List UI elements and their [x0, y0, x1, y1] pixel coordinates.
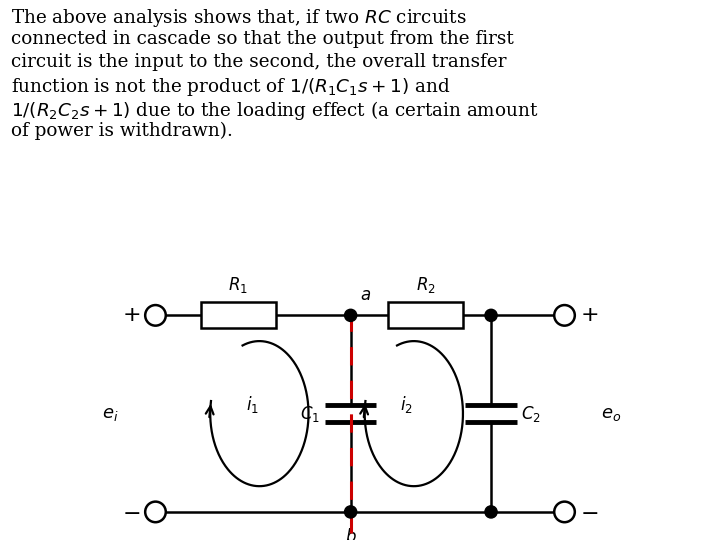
Text: $C_2$: $C_2$ — [521, 403, 541, 424]
Circle shape — [345, 309, 356, 321]
Text: of power is withdrawn).: of power is withdrawn). — [11, 122, 233, 140]
Bar — [201, 302, 276, 328]
Text: $-$: $-$ — [122, 501, 140, 523]
Text: $e_i$: $e_i$ — [102, 404, 119, 423]
Text: $e_o$: $e_o$ — [601, 404, 621, 423]
Text: $+$: $+$ — [580, 305, 598, 326]
Text: $i_1$: $i_1$ — [246, 394, 259, 415]
Text: connected in cascade so that the output from the first: connected in cascade so that the output … — [11, 30, 513, 48]
Text: $R_1$: $R_1$ — [228, 275, 248, 295]
Circle shape — [145, 502, 166, 522]
Text: $-$: $-$ — [580, 501, 598, 523]
Text: $a$: $a$ — [360, 287, 371, 303]
Text: $R_2$: $R_2$ — [415, 275, 436, 295]
Text: $+$: $+$ — [122, 305, 140, 326]
Circle shape — [554, 305, 575, 326]
Text: $1/(R_2C_2s+1)$ due to the loading effect (a certain amount: $1/(R_2C_2s+1)$ due to the loading effec… — [11, 99, 538, 122]
Bar — [388, 302, 463, 328]
Text: $i_2$: $i_2$ — [400, 394, 413, 415]
Text: $C_1$: $C_1$ — [300, 403, 320, 424]
Circle shape — [554, 502, 575, 522]
Text: function is not the product of $1/(R_1C_1s+1)$ and: function is not the product of $1/(R_1C_… — [11, 76, 450, 98]
Circle shape — [145, 305, 166, 326]
Circle shape — [485, 506, 497, 518]
Circle shape — [345, 506, 356, 518]
Text: $b$: $b$ — [345, 528, 356, 540]
Circle shape — [485, 309, 497, 321]
Text: The above analysis shows that, if two $\mathit{RC}$ circuits: The above analysis shows that, if two $\… — [11, 8, 467, 29]
Text: circuit is the input to the second, the overall transfer: circuit is the input to the second, the … — [11, 53, 506, 71]
